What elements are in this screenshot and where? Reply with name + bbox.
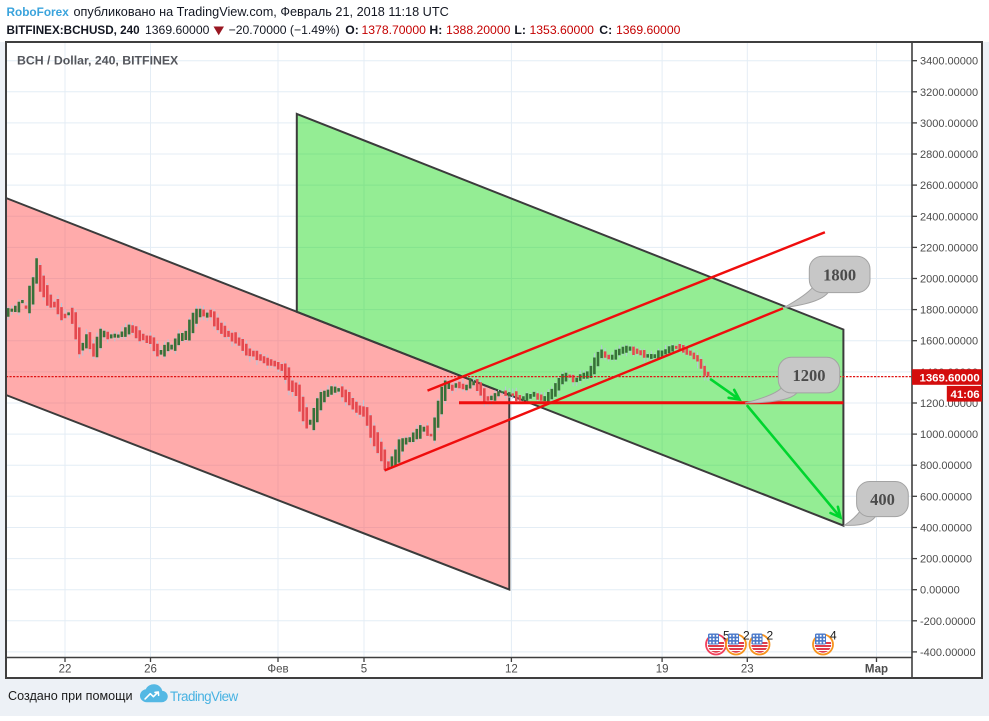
- svg-text:2200.00000: 2200.00000: [920, 242, 978, 254]
- svg-text:опубликовано на TradingView.co: опубликовано на TradingView.com, Февраль…: [74, 5, 449, 19]
- svg-text:1378.70000: 1378.70000: [362, 23, 427, 37]
- svg-text:H:: H:: [429, 23, 442, 37]
- svg-text:Создано при помощи: Создано при помощи: [8, 689, 133, 703]
- svg-text:3000.00000: 3000.00000: [920, 118, 978, 130]
- svg-text:2600.00000: 2600.00000: [920, 180, 978, 192]
- svg-text:L:: L:: [514, 23, 526, 37]
- svg-text:800.00000: 800.00000: [920, 460, 972, 472]
- svg-text:2: 2: [743, 629, 750, 643]
- svg-text:600.00000: 600.00000: [920, 491, 972, 503]
- svg-text:1200: 1200: [793, 366, 826, 385]
- svg-text:5: 5: [723, 629, 730, 643]
- svg-text:19: 19: [656, 664, 669, 676]
- svg-text:1369.60000: 1369.60000: [145, 23, 210, 37]
- svg-text:C:: C:: [599, 23, 612, 37]
- svg-text:3400.00000: 3400.00000: [920, 56, 978, 68]
- svg-text:1800.00000: 1800.00000: [920, 305, 978, 317]
- svg-text:1000.00000: 1000.00000: [920, 429, 978, 441]
- svg-text:5: 5: [361, 664, 367, 676]
- svg-text:O:: O:: [345, 23, 359, 37]
- svg-text:2000.00000: 2000.00000: [920, 274, 978, 286]
- svg-text:2: 2: [767, 629, 774, 643]
- svg-text:22: 22: [59, 664, 72, 676]
- svg-text:Фев: Фев: [267, 664, 288, 676]
- svg-text:26: 26: [144, 664, 157, 676]
- svg-text:-400.00000: -400.00000: [920, 647, 976, 659]
- svg-text:1369.60000: 1369.60000: [616, 23, 681, 37]
- svg-text:BITFINEX:BCHUSD, 240: BITFINEX:BCHUSD, 240: [7, 24, 141, 37]
- svg-text:400.00000: 400.00000: [920, 523, 972, 535]
- svg-text:1353.60000: 1353.60000: [530, 23, 595, 37]
- svg-text:41:06: 41:06: [951, 389, 980, 401]
- svg-text:-200.00000: -200.00000: [920, 616, 976, 628]
- svg-text:3200.00000: 3200.00000: [920, 87, 978, 99]
- svg-text:TradingView: TradingView: [170, 689, 239, 704]
- svg-text:BCH / Dollar, 240, BITFINEX: BCH / Dollar, 240, BITFINEX: [17, 54, 179, 68]
- svg-text:−20.70000 (−1.49%): −20.70000 (−1.49%): [229, 23, 340, 37]
- svg-text:4: 4: [830, 629, 837, 643]
- svg-text:1800: 1800: [823, 265, 856, 284]
- svg-text:23: 23: [741, 664, 754, 676]
- svg-text:1388.20000: 1388.20000: [446, 23, 511, 37]
- svg-text:1369.60000: 1369.60000: [920, 372, 980, 384]
- svg-text:200.00000: 200.00000: [920, 554, 972, 566]
- svg-text:1600.00000: 1600.00000: [920, 336, 978, 348]
- svg-text:12: 12: [505, 664, 518, 676]
- svg-text:2800.00000: 2800.00000: [920, 149, 978, 161]
- svg-text:0.00000: 0.00000: [920, 585, 960, 597]
- svg-text:Мар: Мар: [865, 664, 888, 676]
- svg-text:400: 400: [870, 490, 895, 509]
- svg-text:2400.00000: 2400.00000: [920, 211, 978, 223]
- svg-text:RoboForex: RoboForex: [7, 5, 70, 19]
